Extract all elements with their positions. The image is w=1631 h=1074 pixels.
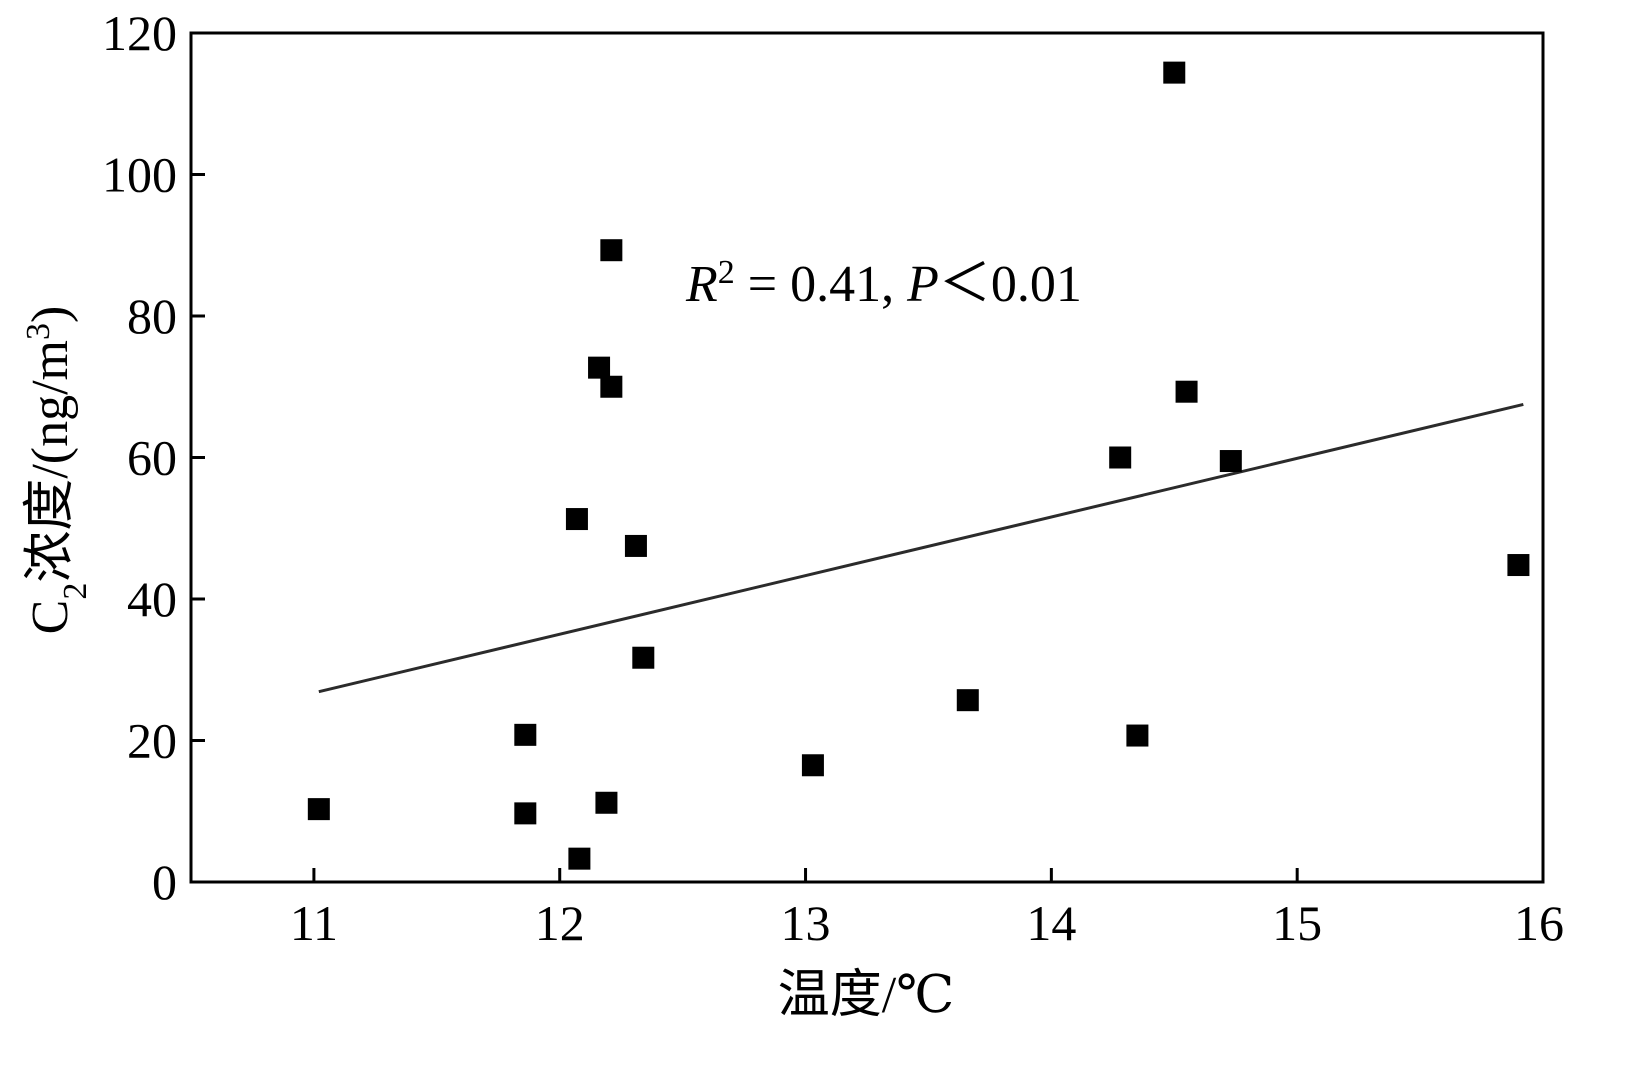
data-point <box>956 689 979 712</box>
y-axis-title-suffix: ) <box>22 306 79 323</box>
data-point <box>568 847 591 870</box>
data-point <box>514 723 537 746</box>
y-axis-title-middle: 浓度/(ng/m <box>22 340 79 583</box>
data-point <box>1126 724 1149 747</box>
data-point <box>514 802 537 825</box>
data-point <box>624 534 647 557</box>
y-axis-ticks: 0 20 40 60 80 100 120 <box>102 5 205 910</box>
y-axis-title-prefix: C <box>22 600 79 635</box>
y-tick-label: 120 <box>102 5 177 61</box>
x-tick-label: 12 <box>535 895 585 951</box>
data-point <box>801 754 824 777</box>
data-point <box>1175 380 1198 403</box>
p-value: ＜0.01 <box>939 256 1082 313</box>
x-tick-label: 11 <box>290 895 338 951</box>
data-point <box>1163 61 1186 84</box>
x-tick-label: 15 <box>1272 895 1322 951</box>
plot-frame <box>189 31 1545 884</box>
y-tick-label: 80 <box>127 288 177 344</box>
regression-fit-line <box>318 402 1524 694</box>
r-value: = 0.41, <box>735 256 907 313</box>
data-point <box>600 375 623 398</box>
data-point <box>1219 450 1242 473</box>
data-point <box>1109 446 1132 469</box>
y-tick-label: 60 <box>127 430 177 486</box>
x-tick-label: 14 <box>1026 895 1076 951</box>
data-point <box>600 239 623 262</box>
data-point <box>1507 554 1530 577</box>
y-axis-title: C2浓度/(ng/m3) <box>20 306 94 635</box>
r-power: 2 <box>718 254 735 291</box>
data-point <box>565 508 588 531</box>
p-symbol: P <box>906 256 939 313</box>
y-tick-label: 20 <box>127 713 177 769</box>
x-tick-label: 16 <box>1514 895 1564 951</box>
x-axis-title: 温度/℃ <box>778 967 955 1024</box>
data-point <box>595 791 618 814</box>
y-tick-label: 0 <box>152 854 177 910</box>
r-symbol: R <box>685 256 718 313</box>
y-axis-title-superscript: 3 <box>20 323 57 340</box>
regression-statistics: R2 = 0.41, P＜0.01 <box>685 254 1082 314</box>
y-axis-title-subscript: 2 <box>57 583 94 600</box>
data-points <box>307 61 1530 870</box>
y-tick-label: 40 <box>127 571 177 627</box>
y-tick-label: 100 <box>102 147 177 203</box>
x-axis-ticks: 11 12 13 14 15 16 <box>290 868 1564 951</box>
data-point <box>632 646 655 669</box>
data-point <box>588 356 611 379</box>
x-tick-label: 13 <box>781 895 831 951</box>
data-point <box>307 798 330 821</box>
